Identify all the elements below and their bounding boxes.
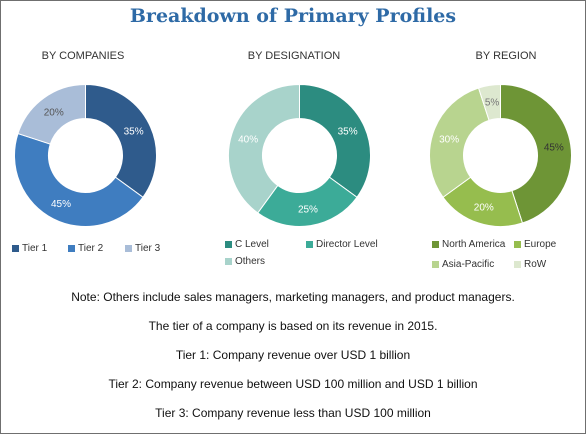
donut-chart-designation: 35% 25% 40% [228,83,371,227]
legend-item-tier-3: Tier 3 [125,243,160,254]
legend-label: Tier 3 [135,243,161,254]
legend-label: Others [235,256,266,267]
slice-north-america [500,83,572,224]
legend-label: Europe [524,239,557,250]
legend-swatch [68,245,75,252]
chart-3-title: BY REGION [475,50,537,62]
legend-item-others: Others [225,256,265,267]
chart-1-title: BY COMPANIES [41,50,125,62]
slice-asia-pacific [429,87,490,198]
legend-swatch [432,261,439,268]
legend-label: North America [442,239,506,250]
chart-2-title: BY DESIGNATION [247,50,341,62]
note-line: Tier 2: Company revenue between USD 100 … [108,377,478,391]
legend-swatch [12,245,19,252]
notes-block: Note: Others include sales managers, mar… [0,290,586,435]
slice-others [228,83,300,214]
donut-chart-region: 45% 20% 30% 5% [429,83,572,227]
legend-swatch [225,258,232,265]
legend-item-europe: Europe [514,239,556,250]
legend-label: Asia-Pacific [442,259,495,270]
data-label-c-level: 35% [338,126,358,137]
legend-item-tier-1: Tier 1 [12,243,47,254]
slice-tier-1 [85,83,157,198]
chart-title: Breakdown of Primary Profiles [129,5,457,27]
legend-item-asia-pacific: Asia-Pacific [432,259,494,270]
slice-row [477,83,501,121]
slice-tier-3 [17,83,86,145]
data-label-tier-2: 45% [51,199,71,210]
note-line: Tier 3: Company revenue less than USD 10… [155,406,431,420]
data-label-asia-pacific: 30% [439,134,459,145]
data-label-others: 40% [238,134,258,145]
legend-item-north-america: North America [432,239,505,250]
data-label-tier-3: 20% [44,107,64,118]
donut-chart-companies: 35% 45% 20% [14,83,157,227]
legend-label: Tier 2 [78,243,104,254]
legend-swatch [306,241,313,248]
data-label-north-america: 45% [544,143,564,154]
legend-label: RoW [524,259,547,270]
legend-swatch [125,245,132,252]
slice-c-level [299,83,371,198]
data-label-row: 5% [485,98,500,109]
legend-swatch [514,261,521,268]
slice-tier-2 [14,132,144,227]
legend-swatch [225,241,232,248]
legend-swatch [514,241,521,248]
legend-item-tier-2: Tier 2 [68,243,103,254]
legend-item-c-level: C Level [225,239,269,250]
legend-swatch [432,241,439,248]
legend-item-director-level: Director Level [306,239,378,250]
legend-label: C Level [235,239,269,250]
data-label-europe: 20% [474,202,494,213]
legend-label: Tier 1 [22,243,48,254]
data-label-tier-1: 35% [124,126,144,137]
legend-label: Director Level [316,239,378,250]
data-label-director-level: 25% [298,204,318,215]
legend-item-row: RoW [514,259,546,270]
note-line: Note: Others include sales managers, mar… [71,290,515,304]
note-line: The tier of a company is based on its re… [148,319,438,333]
note-line: Tier 1: Company revenue over USD 1 billi… [175,348,411,362]
